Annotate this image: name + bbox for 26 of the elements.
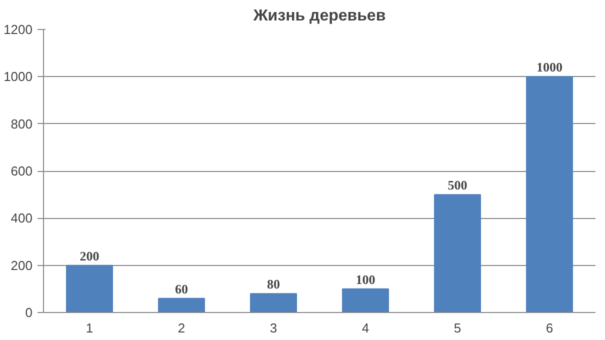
y-tick-label: 1200 — [4, 22, 32, 37]
bar — [434, 194, 481, 312]
data-label: 500 — [448, 178, 468, 193]
bar — [158, 298, 205, 312]
bar — [342, 288, 389, 312]
x-tick-label: 1 — [86, 320, 94, 336]
bar — [250, 293, 297, 312]
x-tick-label: 6 — [546, 320, 554, 336]
y-tick-label: 1000 — [4, 69, 32, 84]
data-label: 80 — [267, 276, 280, 292]
bar — [526, 76, 573, 312]
chart-title: Жизнь деревьев — [252, 8, 386, 24]
y-tick-label: 200 — [10, 258, 33, 273]
x-tick-label: 3 — [270, 320, 278, 336]
x-tick-label: 4 — [362, 320, 370, 336]
y-tick-label: 400 — [10, 210, 33, 226]
data-label: 60 — [175, 281, 188, 296]
data-label: 100 — [356, 272, 376, 287]
bar — [66, 264, 113, 312]
y-tick-label: 0 — [25, 305, 33, 320]
y-tick-label: 800 — [10, 116, 33, 132]
data-label: 1000 — [536, 60, 562, 75]
y-tick-label: 600 — [10, 164, 33, 178]
x-tick-label: 2 — [178, 320, 186, 336]
x-tick-label: 5 — [454, 320, 462, 336]
data-label: 200 — [80, 248, 100, 264]
